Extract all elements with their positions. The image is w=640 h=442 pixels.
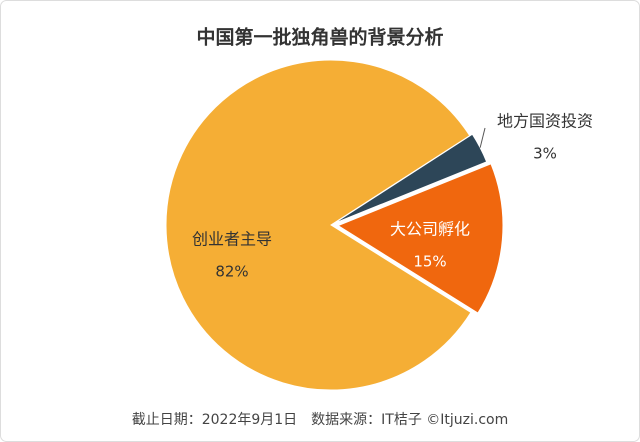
leader-line [479,127,486,148]
pie-slice [165,59,472,391]
chart-title: 中国第一批独角兽的背景分析 [196,26,443,49]
pie-slice [333,133,488,225]
value-label: 15% [413,253,446,271]
pie-slice [336,163,504,314]
slice-label: 大公司孵化 [390,220,470,239]
source-note: 截止日期：2022年9月1日 数据来源：IT桔子 ©Itjuzi.com [132,412,509,428]
value-label: 82% [215,263,248,281]
value-label: 3% [533,145,557,163]
slice-label: 地方国资投资 [497,112,593,131]
slice-label: 创业者主导 [192,230,272,249]
